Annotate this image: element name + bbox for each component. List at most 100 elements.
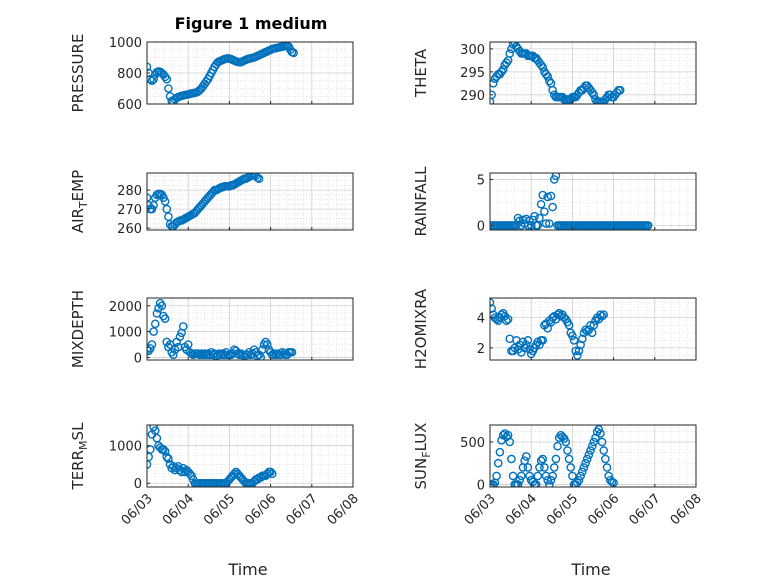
data-point (574, 475, 584, 485)
data-point (180, 467, 190, 477)
y-tick-label: 290 (460, 89, 485, 104)
data-point (490, 90, 496, 100)
data-point (596, 429, 605, 438)
data-point (602, 463, 612, 472)
data-point (147, 345, 152, 354)
y-axis-label: PRESSURE (69, 34, 87, 113)
axes-frame (146, 424, 354, 488)
data-point (545, 480, 554, 487)
data-point (490, 79, 498, 88)
data-point (183, 340, 193, 349)
series-rainfall (490, 173, 653, 230)
axes-frame (489, 172, 697, 231)
data-point (594, 425, 604, 434)
data-point (490, 304, 496, 313)
x-tick-label: 06/06 (242, 491, 279, 528)
data-point (169, 350, 178, 360)
data-point (160, 314, 170, 323)
data-point (536, 199, 546, 209)
subplot-sun_flux: 0 500 06/03 06/04 06/05 06/06 06/07 06/08 Time SU… (412, 423, 705, 579)
y-axis-label: TERRMSL (69, 422, 90, 491)
data-point (568, 471, 577, 481)
x-axis-label: Time (570, 560, 610, 579)
data-point (538, 190, 548, 200)
axes-frame (146, 297, 354, 361)
data-point (581, 458, 590, 468)
data-point (147, 193, 152, 202)
data-point (541, 69, 551, 79)
data-point (591, 433, 600, 443)
series-theta (490, 42, 625, 104)
series-mixdepth (147, 298, 297, 360)
data-point (502, 58, 511, 67)
data-point (601, 454, 610, 464)
data-point (548, 471, 557, 481)
x-tick-label: 06/04 (503, 491, 540, 528)
data-point (548, 202, 557, 212)
data-point (164, 84, 173, 93)
y-tick-label: 2000 (109, 300, 142, 315)
data-point (599, 310, 609, 319)
data-point (505, 49, 515, 58)
data-point (571, 346, 580, 356)
data-point (545, 76, 554, 86)
data-point (523, 336, 533, 345)
plot-area (147, 425, 353, 487)
data-point (597, 437, 607, 447)
data-point (553, 441, 562, 451)
y-tick-label: 500 (460, 436, 485, 451)
data-point (531, 480, 541, 487)
data-point (568, 331, 577, 341)
data-point (266, 467, 275, 477)
data-point (497, 67, 506, 77)
data-point (164, 454, 173, 464)
data-point (546, 475, 556, 485)
y-tick-label: 270 (117, 203, 142, 218)
data-point (587, 88, 597, 97)
y-axis-label: THETA (412, 48, 430, 98)
data-point (574, 346, 584, 356)
data-point (587, 441, 597, 451)
data-point (564, 454, 574, 464)
x-tick-label: 06/04 (160, 491, 197, 528)
data-point (517, 471, 526, 481)
data-point (596, 310, 605, 319)
data-point (549, 463, 559, 472)
data-point (577, 467, 587, 477)
x-tick-label: 06/05 (544, 491, 581, 528)
data-point (643, 221, 653, 230)
data-point (573, 351, 582, 360)
data-point (569, 336, 579, 345)
y-axis-label: RAINFALL (412, 166, 430, 237)
data-point (582, 454, 592, 464)
axes-frame (489, 41, 697, 105)
data-point (536, 456, 546, 465)
data-point (505, 437, 515, 447)
data-point (162, 74, 172, 84)
data-point (147, 74, 155, 84)
data-point (538, 454, 548, 464)
data-point (150, 319, 160, 329)
data-point (513, 480, 523, 487)
data-point (538, 62, 548, 72)
data-point (178, 322, 188, 331)
data-point (536, 60, 546, 70)
y-tick-label: 0 (477, 219, 485, 234)
data-point (545, 219, 554, 228)
data-point (563, 446, 572, 455)
data-point (520, 456, 529, 465)
y-tick-label: 0 (477, 478, 485, 493)
y-tick-label: 2 (477, 342, 485, 357)
x-tick-label: 06/08 (668, 491, 705, 528)
data-point (543, 475, 552, 485)
data-point (256, 353, 266, 360)
data-point (589, 437, 599, 447)
data-point (546, 191, 556, 201)
y-axis-label: MIXDEPTH (69, 290, 87, 368)
x-tick-label: 06/05 (201, 491, 238, 528)
data-point (577, 334, 587, 344)
data-point (149, 74, 158, 84)
data-point (566, 463, 576, 472)
data-point (533, 471, 543, 481)
data-point (586, 446, 595, 455)
